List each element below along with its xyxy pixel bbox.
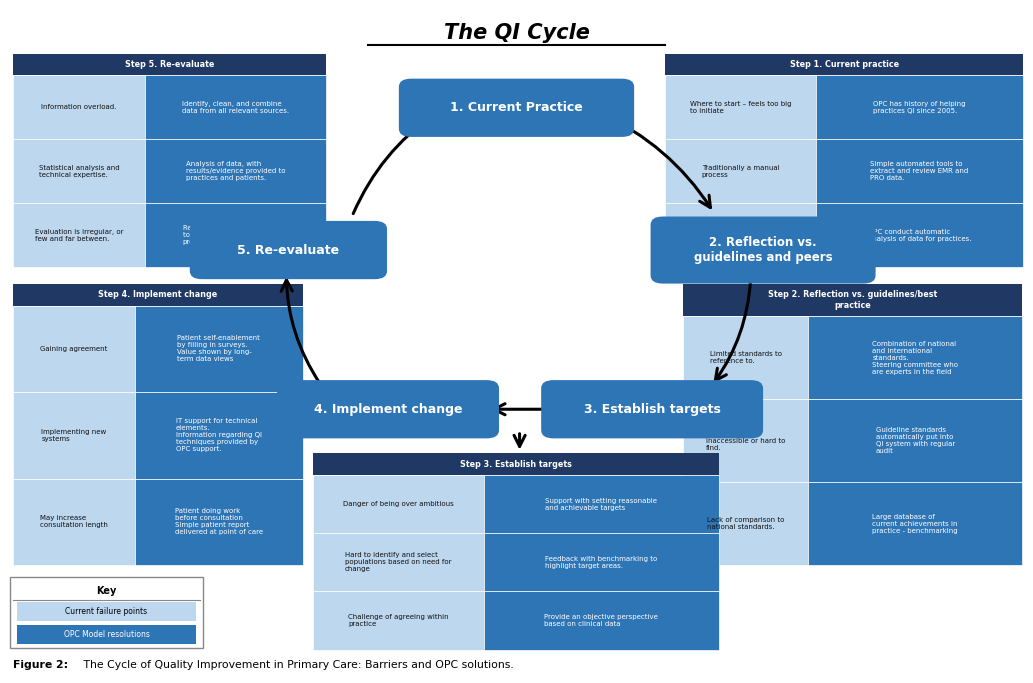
FancyBboxPatch shape [13,53,326,75]
FancyBboxPatch shape [665,139,816,203]
Text: Where to start – feels too big
to initiate: Where to start – feels too big to initia… [690,100,791,113]
Text: Limited standards to
reference to.: Limited standards to reference to. [710,351,782,364]
Text: 1. Current Practice: 1. Current Practice [450,101,583,114]
Text: IT support for technical
elements.
Information regarding QI
techniques provided : IT support for technical elements. Infor… [176,418,261,452]
Text: OPC Model resolutions: OPC Model resolutions [64,630,150,639]
FancyBboxPatch shape [809,316,1022,400]
FancyBboxPatch shape [809,482,1022,565]
Text: The Cycle of Quality Improvement in Primary Care: Barriers and OPC solutions.: The Cycle of Quality Improvement in Prim… [80,660,513,670]
Text: 5. Re-evaluate: 5. Re-evaluate [238,244,340,257]
FancyBboxPatch shape [134,479,303,565]
FancyBboxPatch shape [13,479,134,565]
Text: Danger of being over ambitious: Danger of being over ambitious [343,501,453,507]
Text: Gaining agreement: Gaining agreement [40,346,107,352]
Text: 3. Establish targets: 3. Establish targets [584,403,721,416]
Text: Combination of national
and international
standards.
Steering committee who
are : Combination of national and internationa… [872,341,959,375]
FancyBboxPatch shape [541,380,763,438]
FancyBboxPatch shape [190,221,387,279]
FancyBboxPatch shape [145,203,326,267]
Text: Reports delivered consistently
to track longitudinal
progression.: Reports delivered consistently to track … [183,225,288,245]
Text: OPC conduct automatic
analysis of data for practices.: OPC conduct automatic analysis of data f… [868,229,971,242]
FancyBboxPatch shape [18,625,196,643]
Text: Large database of
current achievements in
practice - benchmarking: Large database of current achievements i… [873,514,958,533]
FancyBboxPatch shape [13,305,134,392]
FancyBboxPatch shape [13,75,145,139]
FancyBboxPatch shape [483,533,719,591]
Text: Key: Key [96,586,117,596]
Text: Current failure points: Current failure points [65,607,148,616]
Text: Feedback with benchmarking to
highlight target areas.: Feedback with benchmarking to highlight … [545,556,657,569]
FancyBboxPatch shape [683,284,1022,316]
Text: Support with setting reasonable
and achievable targets: Support with setting reasonable and achi… [545,498,657,511]
Text: Information overload.: Information overload. [41,104,117,110]
FancyBboxPatch shape [665,75,816,139]
FancyBboxPatch shape [313,533,483,591]
FancyBboxPatch shape [651,217,876,283]
Text: Challenge of agreeing within
practice: Challenge of agreeing within practice [348,614,448,627]
FancyBboxPatch shape [665,203,816,267]
FancyBboxPatch shape [483,475,719,533]
FancyBboxPatch shape [683,316,809,400]
Text: Hard to identify and select
populations based on need for
change: Hard to identify and select populations … [345,553,451,572]
Text: Step 2. Reflection vs. guidelines/best
practice: Step 2. Reflection vs. guidelines/best p… [768,290,937,310]
FancyBboxPatch shape [10,576,204,648]
Text: Statistical analysis and
technical expertise.: Statistical analysis and technical exper… [38,165,119,178]
FancyBboxPatch shape [483,591,719,650]
FancyBboxPatch shape [683,482,809,565]
Text: Patient doing work
before consultation
Simple patient report
delivered at point : Patient doing work before consultation S… [175,508,262,535]
Text: Analysis of data, with
results/evidence provided to
practices and patients.: Analysis of data, with results/evidence … [186,161,285,181]
Text: Patient self-enablement
by filling in surveys.
Value shown by long-
term data vi: Patient self-enablement by filling in su… [178,335,260,363]
FancyBboxPatch shape [18,602,196,621]
FancyBboxPatch shape [13,392,134,479]
Text: Lack of comparison to
national standards.: Lack of comparison to national standards… [707,517,784,530]
Text: Step 3. Establish targets: Step 3. Establish targets [460,460,572,469]
Text: Identify, clean, and combine
data from all relevant sources.: Identify, clean, and combine data from a… [182,100,289,113]
FancyBboxPatch shape [816,139,1023,203]
Text: Provide an objective perspective
based on clinical data: Provide an objective perspective based o… [544,614,658,627]
FancyBboxPatch shape [816,203,1023,267]
FancyBboxPatch shape [13,284,303,305]
Text: Evaluation is irregular, or
few and far between.: Evaluation is irregular, or few and far … [35,229,123,242]
FancyBboxPatch shape [816,75,1023,139]
FancyBboxPatch shape [134,305,303,392]
Text: Step 4. Implement change: Step 4. Implement change [98,290,218,299]
Text: OPC has history of helping
practices QI since 2005.: OPC has history of helping practices QI … [873,100,966,113]
Text: Difficulty in analysis of data to
understand current practice: Difficulty in analysis of data to unders… [687,229,794,242]
FancyBboxPatch shape [13,203,145,267]
Text: Standards
inaccessible or hard to
find.: Standards inaccessible or hard to find. [706,431,785,451]
FancyBboxPatch shape [399,79,634,137]
Text: 4. Implement change: 4. Implement change [314,403,463,416]
Text: Simple automated tools to
extract and review EMR and
PRO data.: Simple automated tools to extract and re… [870,161,969,181]
Text: 2. Reflection vs.
guidelines and peers: 2. Reflection vs. guidelines and peers [694,236,833,264]
FancyBboxPatch shape [809,400,1022,482]
FancyBboxPatch shape [313,475,483,533]
FancyBboxPatch shape [313,454,719,475]
FancyBboxPatch shape [683,400,809,482]
Text: The QI Cycle: The QI Cycle [443,23,590,43]
Text: Implementing new
systems: Implementing new systems [41,429,106,442]
FancyBboxPatch shape [665,53,1023,75]
FancyBboxPatch shape [277,380,499,438]
Text: Guideline standards
automatically put into
QI system with regular
audit: Guideline standards automatically put in… [876,428,954,454]
Text: Step 5. Re-evaluate: Step 5. Re-evaluate [125,60,215,69]
Text: Figure 2:: Figure 2: [13,660,68,670]
FancyBboxPatch shape [13,139,145,203]
Text: Traditionally a manual
process: Traditionally a manual process [701,165,779,178]
FancyBboxPatch shape [313,591,483,650]
FancyBboxPatch shape [134,392,303,479]
Text: Step 1. Current practice: Step 1. Current practice [789,60,899,69]
Text: May increase
consultation length: May increase consultation length [40,515,107,529]
FancyBboxPatch shape [145,75,326,139]
FancyBboxPatch shape [145,139,326,203]
